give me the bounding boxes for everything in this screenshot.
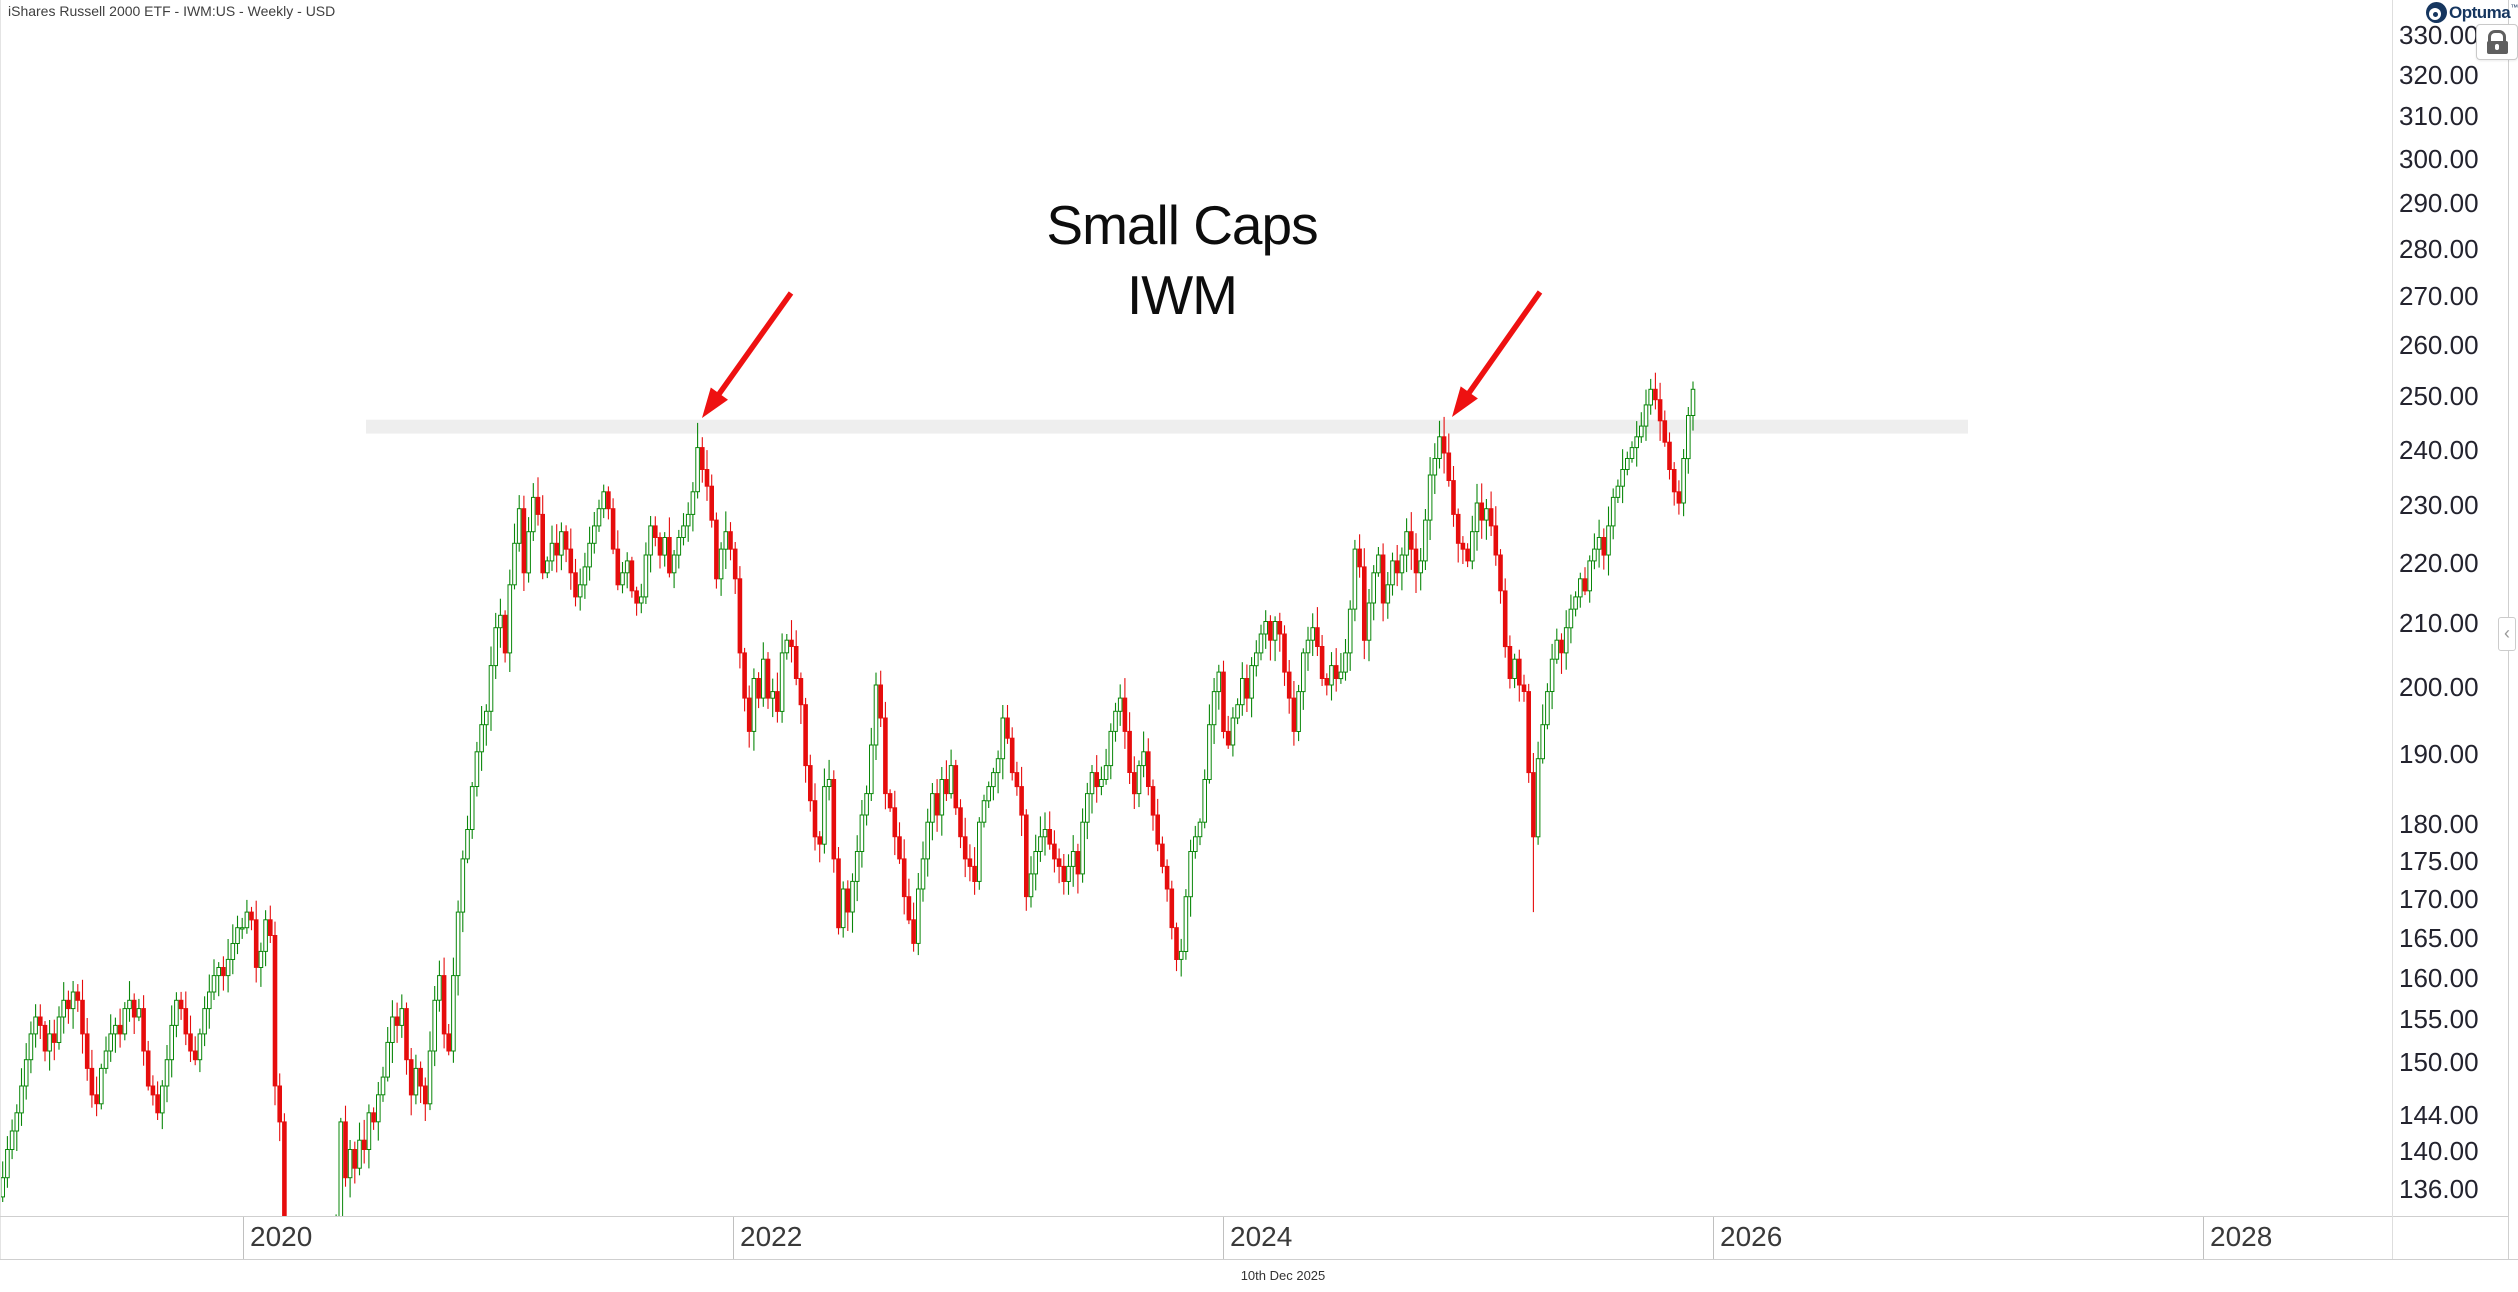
price-axis-label: 170.00 [2399,883,2479,914]
annotation-arrow[interactable] [702,291,794,418]
annotation-title-line1: Small Caps [1046,194,1318,256]
optuma-logo-trademark: ™ [2510,2,2518,12]
price-axis-label: 140.00 [2399,1136,2479,1167]
year-axis-label: 2020 [250,1221,313,1252]
year-axis-label: 2028 [2210,1221,2273,1252]
price-axis-label: 330.00 [2399,19,2479,50]
chart-header-title: iShares Russell 2000 ETF - IWM:US - Week… [8,3,336,19]
chart-annotation-title[interactable]: Small Caps IWM [1032,190,1332,330]
axis-date-label: 10th Dec 2025 [1240,1268,1326,1283]
optuma-logo-icon [2426,2,2447,23]
price-axis-label: 220.00 [2399,547,2479,578]
price-axis-label: 280.00 [2399,233,2479,264]
price-axis-label: 320.00 [2399,59,2479,90]
price-axis-label: 180.00 [2399,809,2479,840]
price-axis-label: 290.00 [2399,188,2479,219]
price-axis-label: 175.00 [2399,845,2479,876]
annotation-title-line2: IWM [1126,264,1238,326]
optuma-logo-text: Optuma [2449,2,2511,22]
price-axis-label: 210.00 [2399,608,2479,639]
price-axis-label: 144.00 [2399,1099,2479,1130]
price-axis-label: 165.00 [2399,922,2479,953]
price-axis-label: 300.00 [2399,144,2479,175]
price-axis-label: 136.00 [2399,1174,2479,1205]
price-axis-label: 270.00 [2399,281,2479,312]
year-axis-label: 2026 [1720,1221,1783,1252]
lock-icon [2488,30,2506,42]
price-axis-label: 160.00 [2399,962,2479,993]
price-axis-label: 310.00 [2399,101,2479,132]
axis-frame [0,0,2518,1260]
year-axis-label: 2024 [1230,1221,1293,1252]
price-axis-label: 250.00 [2399,381,2479,412]
price-axis-label: 260.00 [2399,330,2479,361]
price-axis-label: 240.00 [2399,434,2479,465]
candlestick-series[interactable] [0,372,1696,1292]
price-axis-label: 155.00 [2399,1003,2479,1034]
price-axis-label: 190.00 [2399,738,2479,769]
resistance-band[interactable] [366,419,1968,434]
price-axis[interactable]: 330.00 320.00 310.00 300.00 290.00 280.00 270.… [2399,0,2507,1259]
price-axis-label: 150.00 [2399,1046,2479,1077]
optuma-logo: Optuma™ [2426,2,2518,23]
lock-button[interactable] [2476,24,2518,60]
year-axis-label: 2022 [740,1221,803,1252]
annotation-arrow[interactable] [1452,290,1543,417]
price-axis-label: 230.00 [2399,490,2479,521]
collapse-axis-button[interactable]: ‹ [2498,617,2516,651]
price-axis-label: 200.00 [2399,672,2479,703]
